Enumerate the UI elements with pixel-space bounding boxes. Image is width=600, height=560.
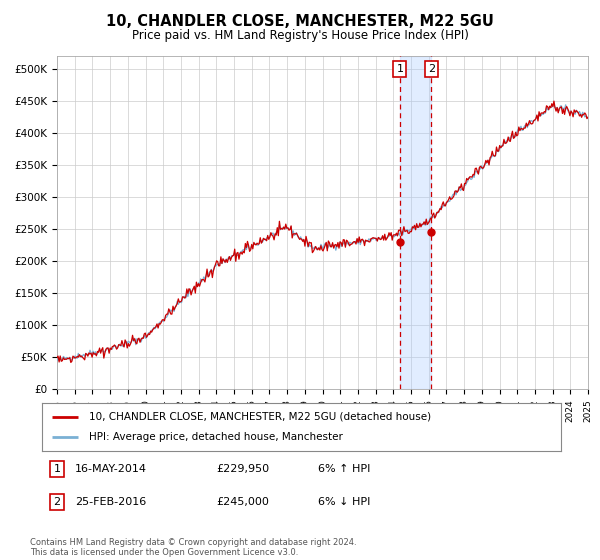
Text: 2: 2 [428, 64, 435, 74]
Text: 1: 1 [397, 64, 403, 74]
Text: Contains HM Land Registry data © Crown copyright and database right 2024.
This d: Contains HM Land Registry data © Crown c… [30, 538, 356, 557]
Bar [400, 56, 431, 389]
Text: 16-MAY-2014: 16-MAY-2014 [75, 464, 147, 474]
Text: £245,000: £245,000 [216, 497, 269, 507]
Text: 10, CHANDLER CLOSE, MANCHESTER, M22 5GU: 10, CHANDLER CLOSE, MANCHESTER, M22 5GU [106, 14, 494, 29]
Text: 2: 2 [53, 497, 61, 507]
Text: 6% ↑ HPI: 6% ↑ HPI [318, 464, 370, 474]
Text: 10, CHANDLER CLOSE, MANCHESTER, M22 5GU (detached house): 10, CHANDLER CLOSE, MANCHESTER, M22 5GU … [89, 412, 431, 422]
Text: Price paid vs. HM Land Registry's House Price Index (HPI): Price paid vs. HM Land Registry's House … [131, 29, 469, 42]
Text: HPI: Average price, detached house, Manchester: HPI: Average price, detached house, Manc… [89, 432, 343, 442]
Text: 1: 1 [53, 464, 61, 474]
Text: 25-FEB-2016: 25-FEB-2016 [75, 497, 146, 507]
Text: £229,950: £229,950 [216, 464, 269, 474]
Text: 6% ↓ HPI: 6% ↓ HPI [318, 497, 370, 507]
